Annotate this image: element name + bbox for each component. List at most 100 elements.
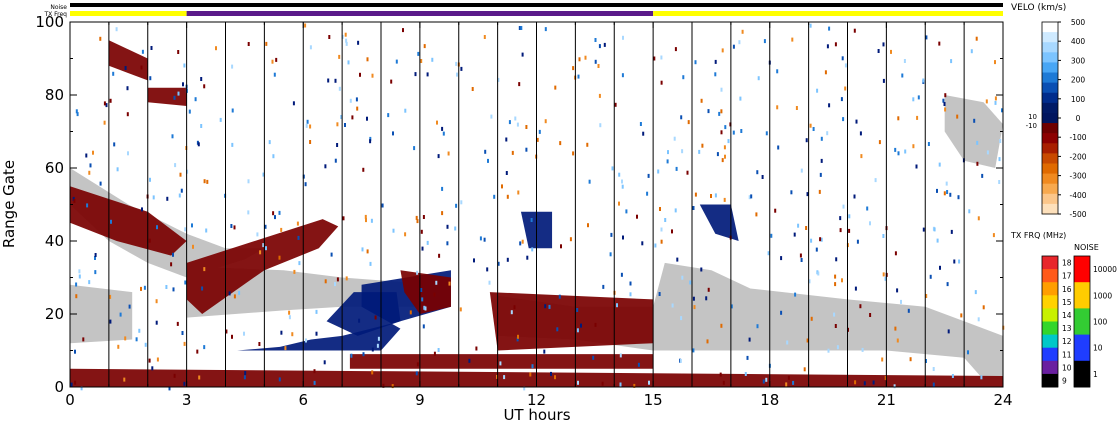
speckle-return	[732, 44, 735, 49]
speckle-return	[247, 179, 250, 184]
velocity-patch-5	[237, 270, 451, 351]
speckle-return	[530, 218, 533, 222]
speckle-return	[647, 173, 650, 178]
speckle-return	[203, 267, 206, 272]
speckle-return	[642, 131, 645, 136]
speckle-return	[323, 360, 326, 365]
noise-colorbar-title: NOISE	[1074, 243, 1099, 252]
txfreq-tick-label: 13	[1062, 324, 1072, 333]
speckle-return	[897, 151, 900, 156]
txfreq-colorbar-swatches	[1041, 255, 1059, 388]
speckle-return	[809, 23, 812, 28]
speckle-return	[455, 203, 458, 208]
speckle-return	[92, 150, 94, 155]
noise-bar-label: Noise	[50, 4, 67, 11]
speckle-return	[344, 123, 346, 127]
speckle-return	[349, 98, 352, 103]
speckle-return	[350, 353, 353, 358]
txfreq-swatch	[1042, 308, 1058, 322]
noise-swatch	[1074, 282, 1090, 309]
speckle-return	[882, 272, 885, 277]
speckle-return	[525, 125, 528, 129]
speckle-return	[497, 77, 500, 82]
speckle-return	[247, 42, 250, 46]
speckle-return	[819, 237, 822, 242]
speckle-return	[258, 342, 261, 346]
speckle-return	[853, 28, 856, 33]
speckle-return	[529, 372, 532, 377]
speckle-return	[486, 267, 489, 272]
speckle-return	[705, 296, 708, 301]
speckle-return	[441, 126, 444, 131]
speckle-return	[951, 374, 954, 378]
speckle-return	[103, 101, 106, 106]
speckle-return	[687, 120, 690, 125]
txfreq-swatch	[1042, 321, 1058, 336]
speckle-return	[834, 274, 837, 279]
speckle-return	[881, 357, 884, 362]
speckle-return	[523, 386, 526, 391]
scan-boundary-lines	[108, 22, 1004, 387]
speckle-return	[714, 72, 717, 77]
speckle-return	[272, 154, 275, 159]
speckle-return	[233, 294, 236, 299]
speckle-return	[420, 59, 423, 63]
speckle-return	[884, 276, 887, 281]
x-tick-label: 24	[993, 391, 1012, 409]
speckle-return	[369, 261, 372, 266]
txfreq-tick-label: 9	[1062, 376, 1067, 385]
speckle-return	[519, 241, 522, 246]
speckle-return	[922, 78, 925, 83]
speckle-return	[720, 87, 723, 92]
speckle-return	[805, 226, 808, 230]
speckle-return	[957, 195, 960, 200]
speckle-return	[381, 203, 384, 208]
speckle-return	[272, 211, 275, 216]
speckle-return	[666, 159, 669, 164]
speckle-return	[94, 270, 97, 275]
speckle-return	[447, 151, 450, 156]
speckle-return	[180, 188, 183, 193]
velocity-tick-label: -500	[1069, 210, 1086, 219]
speckle-return	[490, 114, 493, 119]
speckle-return	[841, 278, 843, 283]
speckle-return	[543, 349, 546, 354]
speckle-return	[181, 331, 184, 335]
speckle-return	[521, 239, 524, 244]
speckle-return	[800, 258, 803, 262]
speckle-return	[841, 56, 844, 61]
speckle-return	[149, 76, 152, 81]
speckle-return	[544, 304, 547, 309]
speckle-return	[925, 294, 928, 298]
speckle-return	[421, 297, 424, 302]
speckle-return	[327, 78, 330, 83]
x-tick-label: 0	[65, 391, 75, 409]
speckle-return	[262, 243, 265, 248]
speckle-return	[727, 139, 730, 144]
noise-tick-label: 100	[1093, 318, 1108, 327]
speckle-return	[909, 357, 912, 362]
speckle-return	[280, 227, 283, 232]
speckle-return	[848, 214, 851, 219]
speckle-return	[795, 106, 798, 110]
speckle-return	[278, 210, 281, 215]
speckle-return	[659, 207, 661, 211]
txfreq-swatch	[1042, 256, 1058, 270]
speckle-return	[243, 331, 245, 336]
speckle-return	[936, 238, 939, 243]
speckle-return	[200, 77, 203, 81]
speckle-return	[835, 257, 838, 262]
speckle-return	[833, 312, 836, 317]
speckle-return	[548, 304, 551, 309]
velocity-swatch	[1042, 62, 1058, 74]
speckle-return	[73, 198, 76, 203]
speckle-return	[820, 136, 823, 141]
speckle-return	[842, 204, 845, 209]
speckle-return	[415, 215, 418, 220]
speckle-return	[791, 37, 794, 42]
speckle-return	[554, 85, 557, 90]
speckle-return	[776, 105, 779, 110]
speckle-return	[556, 327, 559, 332]
speckle-return	[387, 113, 390, 118]
